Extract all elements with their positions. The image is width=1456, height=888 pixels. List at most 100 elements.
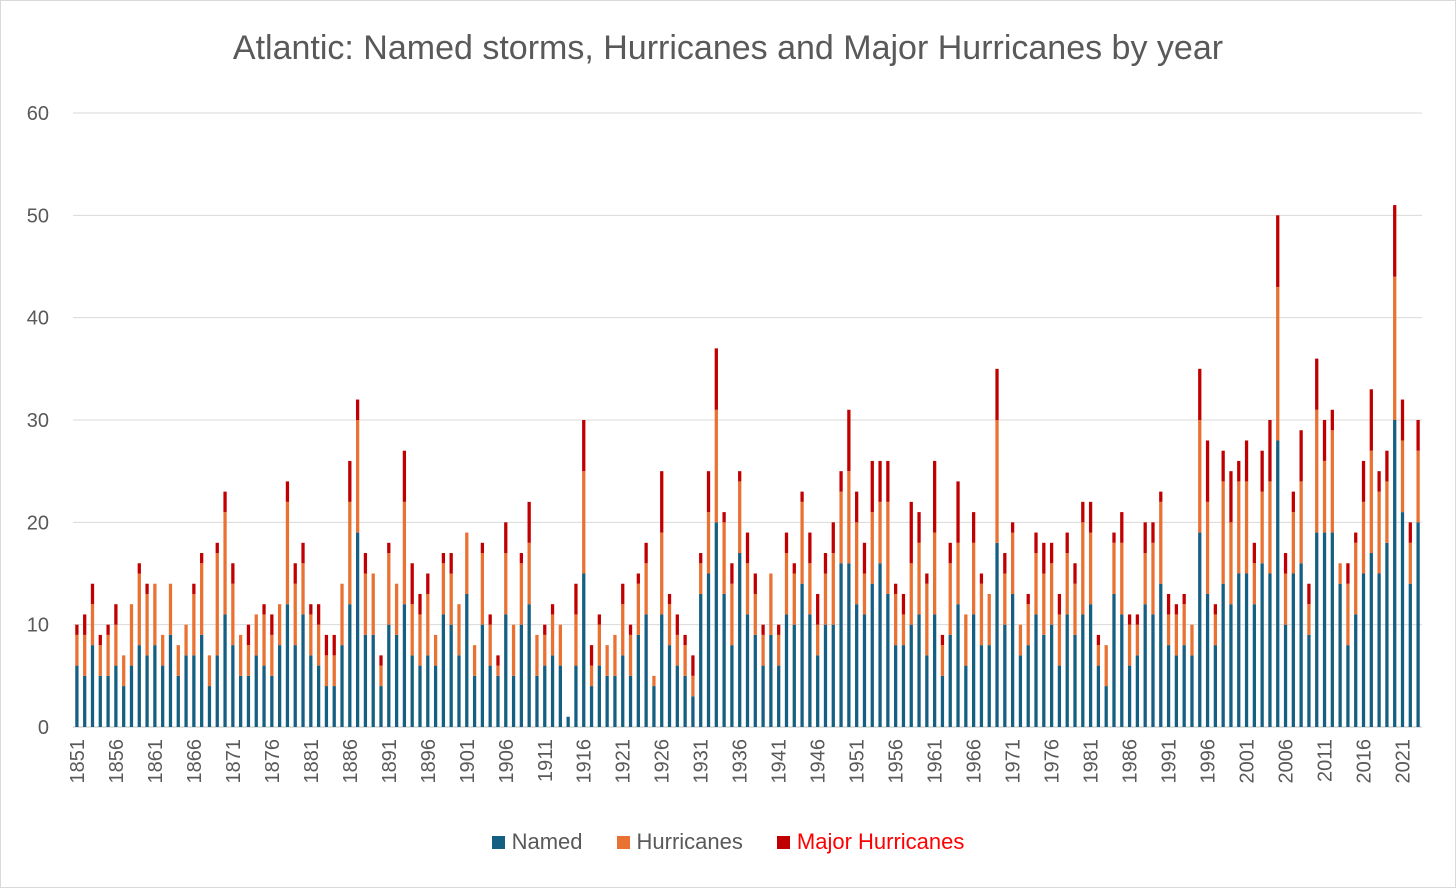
- bar-hurricanes-1879: [293, 583, 297, 646]
- y-tick-label: 60: [27, 103, 49, 125]
- bar-major-hurricanes-1966: [971, 512, 976, 543]
- bar-named-1911: [543, 665, 547, 727]
- bar-hurricanes-1970: [1003, 573, 1007, 625]
- x-tick-label: 1976: [1042, 739, 1064, 784]
- bar-named-1898: [441, 614, 446, 727]
- bar-named-1907: [511, 675, 516, 727]
- bar-named-1870: [223, 614, 227, 727]
- bar-hurricanes-1966: [971, 542, 976, 615]
- bar-hurricanes-1968: [987, 593, 991, 646]
- bar-hurricanes-2017: [1369, 450, 1373, 554]
- bar-named-1926: [660, 614, 664, 727]
- bar-major-hurricanes-1924: [644, 542, 648, 564]
- bar-hurricanes-1983: [1104, 645, 1108, 687]
- bar-hurricanes-1884: [332, 655, 336, 687]
- bar-hurricanes-1929: [683, 645, 687, 676]
- bar-named-1876: [270, 675, 274, 727]
- bar-hurricanes-1972: [1018, 624, 1023, 656]
- bar-hurricanes-2012: [1330, 430, 1334, 533]
- bar-named-1952: [862, 614, 867, 727]
- bar-hurricanes-1905: [496, 665, 500, 676]
- bar-major-hurricanes-2005: [1276, 215, 1280, 287]
- bar-hurricanes-1902: [472, 645, 477, 676]
- bar-major-hurricanes-1866: [192, 583, 196, 594]
- bar-named-1883: [324, 686, 329, 727]
- bar-hurricanes-1867: [200, 563, 204, 635]
- bar-major-hurricanes-1870: [223, 491, 227, 513]
- bar-named-1929: [683, 675, 687, 727]
- bar-named-2005: [1276, 440, 1280, 727]
- bar-named-1885: [340, 645, 344, 727]
- bar-major-hurricanes-1879: [293, 563, 297, 584]
- bar-hurricanes-1982: [1096, 645, 1101, 666]
- bar-hurricanes-1944: [800, 501, 804, 584]
- bar-hurricanes-1872: [239, 634, 243, 676]
- bar-major-hurricanes-1976: [1049, 542, 1054, 564]
- x-tick-label: 1921: [613, 739, 635, 784]
- x-tick-label: 1881: [301, 739, 323, 784]
- bar-named-1965: [964, 665, 968, 727]
- bar-major-hurricanes-2020: [1393, 205, 1397, 277]
- bar-named-1889: [371, 634, 375, 727]
- legend-label: Hurricanes: [636, 829, 743, 854]
- bar-major-hurricanes-1887: [355, 399, 360, 420]
- bar-hurricanes-2011: [1322, 460, 1327, 533]
- bar-hurricanes-1915: [574, 614, 578, 666]
- bar-hurricanes-1959: [917, 542, 921, 615]
- y-tick-label: 30: [27, 410, 49, 432]
- bar-named-1932: [706, 573, 711, 727]
- bar-hurricanes-1865: [184, 624, 188, 656]
- bar-hurricanes-2014: [1346, 583, 1350, 646]
- bar-hurricanes-1919: [605, 645, 609, 676]
- bar-named-1985: [1120, 614, 1124, 727]
- bar-major-hurricanes-1978: [1065, 532, 1069, 554]
- bar-major-hurricanes-1993: [1182, 593, 1186, 605]
- bar-named-1960: [925, 655, 929, 727]
- bar-hurricanes-2016: [1361, 501, 1366, 574]
- bar-major-hurricanes-1860: [145, 583, 149, 594]
- bar-hurricanes-1920: [613, 634, 617, 676]
- bar-major-hurricanes-1945: [808, 532, 812, 564]
- bar-major-hurricanes-1990: [1159, 491, 1163, 502]
- bar-named-1902: [472, 675, 477, 727]
- bar-named-1930: [691, 696, 695, 727]
- bar-named-1993: [1182, 645, 1186, 727]
- bar-named-1971: [1010, 593, 1015, 727]
- bar-named-1933: [714, 522, 718, 727]
- bar-hurricanes-1931: [699, 563, 703, 594]
- bar-hurricanes-1999: [1229, 522, 1233, 605]
- bar-named-1950: [847, 563, 851, 727]
- bar-major-hurricanes-1996: [1205, 440, 1210, 502]
- bar-named-2007: [1291, 573, 1295, 727]
- bar-named-1856: [114, 665, 118, 727]
- bar-named-1999: [1229, 604, 1233, 727]
- bar-hurricanes-2001: [1244, 481, 1249, 574]
- bar-named-1891: [387, 624, 391, 727]
- x-tick-label: 2006: [1276, 739, 1298, 784]
- bar-named-1906: [504, 614, 508, 727]
- x-tick-label: 1926: [652, 739, 674, 784]
- legend-label: Named: [511, 829, 583, 854]
- bar-named-1987: [1135, 655, 1140, 727]
- bar-hurricanes-1933: [714, 409, 718, 523]
- bar-hurricanes-1866: [192, 593, 196, 656]
- legend-item-major-hurricanes: Major Hurricanes: [776, 829, 964, 855]
- bar-named-1905: [496, 675, 500, 727]
- bar-named-1959: [917, 614, 921, 727]
- x-tick-label: 2001: [1237, 739, 1259, 784]
- bar-major-hurricanes-2002: [1252, 542, 1256, 564]
- bar-named-1982: [1096, 665, 1101, 727]
- bar-named-1919: [605, 675, 609, 727]
- bar-named-1888: [363, 634, 368, 727]
- bar-major-hurricanes-1954: [878, 460, 882, 502]
- bar-major-hurricanes-1934: [722, 512, 726, 523]
- bar-named-1909: [527, 604, 531, 727]
- bar-named-1944: [800, 583, 804, 727]
- bar-hurricanes-1864: [176, 645, 180, 676]
- bar-hurricanes-2019: [1385, 481, 1389, 543]
- bar-named-1974: [1034, 614, 1038, 727]
- bar-named-1928: [675, 665, 679, 727]
- bar-major-hurricanes-2022: [1408, 522, 1412, 543]
- bar-hurricanes-1950: [847, 471, 851, 564]
- bar-hurricanes-1870: [223, 512, 227, 615]
